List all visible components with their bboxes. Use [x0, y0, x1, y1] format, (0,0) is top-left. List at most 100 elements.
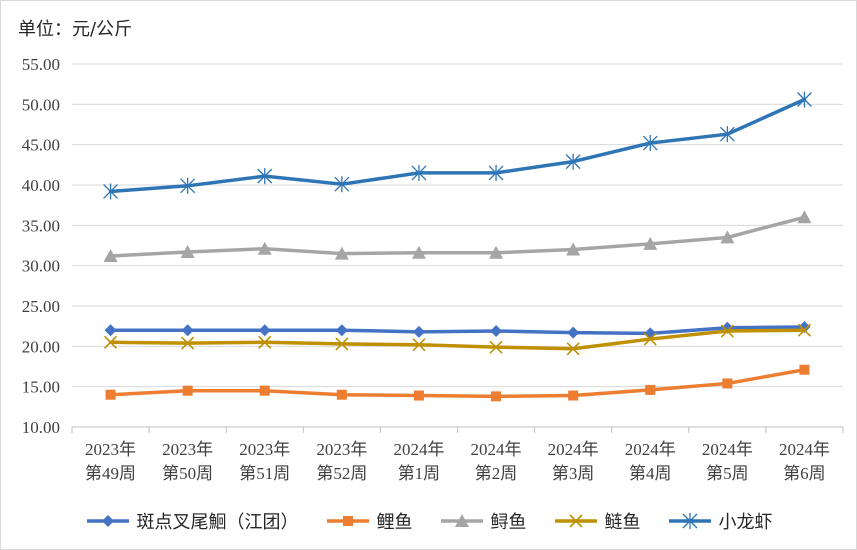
data-point: [568, 390, 579, 401]
series-3: [103, 323, 812, 356]
legend-swatch: [326, 516, 369, 526]
x-tick-label: 第52周: [316, 464, 367, 483]
legend-label: 斑点叉尾鮰（江团）: [136, 512, 299, 533]
data-point: [335, 337, 349, 351]
data-point: [796, 91, 812, 108]
x-tick-label: 第6周: [783, 464, 826, 483]
data-point: [720, 230, 735, 244]
data-point: [722, 378, 733, 389]
x-tick-label: 2023年: [162, 440, 213, 459]
data-point: [489, 245, 504, 259]
legend-label: 鲤鱼: [376, 512, 413, 533]
data-point: [797, 210, 812, 224]
data-point: [335, 324, 348, 337]
data-point: [336, 389, 347, 400]
legend-item: 小龙虾: [667, 508, 773, 534]
data-point: [643, 236, 658, 250]
x-tick-label: 第3周: [552, 464, 595, 483]
series-line: [108, 97, 807, 194]
data-point: [257, 241, 272, 255]
data-point: [566, 342, 580, 356]
y-tick-label: 55.00: [22, 55, 60, 74]
data-point: [181, 324, 194, 337]
legend-marker: [682, 513, 697, 529]
data-point: [412, 325, 425, 338]
x-tick-label: 2024年: [471, 440, 522, 459]
x-tick-label: 2023年: [316, 440, 367, 459]
data-point: [103, 335, 118, 349]
legend-swatch: [668, 513, 711, 529]
data-point: [411, 245, 426, 259]
data-point: [797, 323, 812, 337]
y-tick-label: 40.00: [22, 176, 60, 195]
data-point: [645, 384, 656, 395]
x-tick-label: 第49周: [85, 464, 136, 483]
y-tick-label: 35.00: [22, 216, 60, 235]
x-tick-label: 2024年: [702, 440, 753, 459]
legend-label: 鲟鱼: [490, 512, 527, 533]
data-point: [257, 168, 273, 185]
data-point: [567, 326, 580, 339]
data-point: [799, 364, 810, 375]
x-tick-label: 第5周: [706, 464, 749, 483]
x-tick-label: 第4周: [629, 464, 672, 483]
legend-item: 鲢鱼: [553, 508, 641, 534]
data-point: [643, 332, 657, 346]
unit-label: 单位：元/公斤: [18, 19, 133, 40]
x-tick-label: 第50周: [162, 464, 213, 483]
y-tick-label: 20.00: [22, 337, 60, 356]
data-point: [105, 389, 116, 400]
legend-label: 鲢鱼: [604, 512, 641, 533]
data-point: [181, 336, 195, 350]
series-line: [108, 325, 807, 336]
y-tick-label: 50.00: [22, 95, 60, 114]
series-line: [108, 328, 807, 351]
legend-swatch: [554, 514, 597, 528]
series-1: [105, 364, 810, 402]
legend-item: 斑点叉尾鮰（江团）: [85, 508, 299, 534]
y-tick-label: 25.00: [22, 297, 60, 316]
legend-label: 小龙虾: [718, 512, 773, 533]
series-line: [108, 367, 807, 399]
data-point: [642, 135, 658, 152]
legend-marker: [568, 514, 583, 528]
legend-swatch: [440, 514, 483, 527]
series-line: [108, 215, 807, 258]
data-point: [182, 385, 193, 396]
y-tick-label: 30.00: [22, 257, 60, 276]
x-tick-label: 2024年: [779, 440, 830, 459]
x-tick-label: 2023年: [85, 440, 136, 459]
data-point: [565, 153, 581, 170]
data-point: [258, 324, 271, 337]
data-point: [491, 391, 502, 402]
legend-marker: [342, 516, 353, 526]
data-point: [258, 335, 272, 349]
legend-swatch: [86, 515, 129, 527]
data-point: [103, 248, 118, 262]
data-point: [566, 242, 581, 256]
legend-item: 鲟鱼: [439, 508, 527, 534]
data-point: [413, 390, 424, 401]
data-point: [720, 324, 734, 338]
data-point: [180, 177, 196, 194]
legend-marker: [101, 515, 114, 527]
data-point: [490, 325, 503, 338]
data-point: [488, 164, 504, 181]
data-point: [180, 244, 195, 258]
chart-legend: 斑点叉尾鮰（江团） 鲤鱼 鲟鱼 鲢鱼 小龙虾: [0, 504, 857, 538]
x-tick-label: 2024年: [393, 440, 444, 459]
line-chart: 10.00 15.00 20.00 25.00 30.00 35.00 40.00 45.00…: [22, 55, 844, 483]
x-tick-label: 2024年: [548, 440, 599, 459]
x-tick-label: 第2周: [475, 464, 518, 483]
data-point: [259, 385, 270, 396]
legend-item: 鲤鱼: [325, 508, 413, 534]
series-0: [104, 320, 811, 340]
data-point: [412, 338, 426, 352]
series-4: [103, 91, 812, 200]
data-point: [103, 183, 119, 200]
y-tick-label: 10.00: [22, 418, 60, 437]
data-point: [334, 176, 350, 193]
series-2: [103, 210, 812, 262]
data-point: [489, 340, 503, 354]
data-point: [104, 324, 117, 337]
